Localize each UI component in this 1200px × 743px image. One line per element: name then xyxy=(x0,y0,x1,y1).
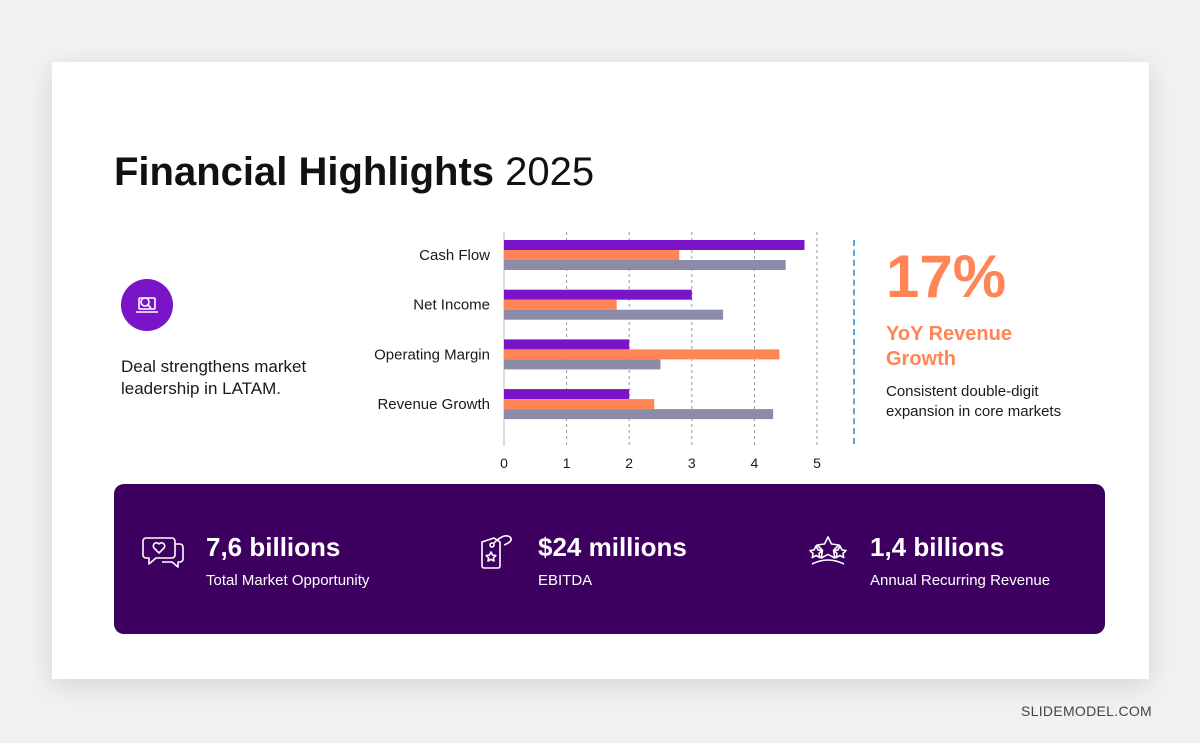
bar xyxy=(504,399,655,410)
metrics-band: 7,6 billions Total Market Opportunity $2… xyxy=(114,484,1105,634)
category-label: Operating Margin xyxy=(374,346,490,363)
bar xyxy=(504,359,661,370)
bar xyxy=(504,240,805,250)
metric-label: Total Market Opportunity xyxy=(206,572,370,589)
metric-arr: 1,4 billions Annual Recurring Revenue xyxy=(778,484,1105,634)
watermark: SLIDEMODEL.COM xyxy=(1021,703,1152,719)
category-label: Cash Flow xyxy=(419,247,490,264)
laptop-search-icon xyxy=(121,279,173,331)
bar xyxy=(504,289,692,300)
bar xyxy=(504,309,724,320)
title-year: 2025 xyxy=(505,150,595,194)
metric-market-opportunity: 7,6 billions Total Market Opportunity xyxy=(114,484,444,634)
x-tick-label: 5 xyxy=(813,455,821,471)
x-tick-label: 3 xyxy=(688,455,696,471)
title-main: Financial Highlights xyxy=(114,150,495,194)
metric-value: 1,4 billions xyxy=(870,532,1005,562)
bar-chart: 0 1 2 3 4 5 Cash Flow Net Income Operating Margi… xyxy=(374,232,821,471)
bar xyxy=(504,260,786,270)
heart-chat-icon xyxy=(142,537,184,568)
kpi-value: 17% xyxy=(886,243,1007,310)
x-tick-label: 4 xyxy=(751,455,759,471)
metric-value: $24 millions xyxy=(538,532,687,562)
slide: Financial Highlights 2025 Deal strengthe… xyxy=(52,62,1149,679)
x-tick-label: 1 xyxy=(563,455,571,471)
stars-icon xyxy=(809,536,847,565)
bar xyxy=(504,339,630,350)
x-tick-label: 2 xyxy=(625,455,633,471)
bar xyxy=(504,299,617,310)
deal-text: Deal strengthens market leadership in LA… xyxy=(121,357,307,398)
category-label: Net Income xyxy=(413,297,490,314)
x-tick-label: 0 xyxy=(500,455,508,471)
divider xyxy=(853,240,855,444)
metric-label: Annual Recurring Revenue xyxy=(870,572,1051,589)
metric-label: EBITDA xyxy=(538,572,593,589)
category-label: Revenue Growth xyxy=(377,396,490,413)
bar xyxy=(504,349,780,360)
metric-ebitda: $24 millions EBITDA xyxy=(446,484,776,634)
bar xyxy=(504,409,774,420)
metric-value: 7,6 billions xyxy=(206,532,341,562)
tag-star-icon xyxy=(481,535,512,569)
kpi-description: Consistent double-digit expansion in cor… xyxy=(886,383,1062,420)
kpi-label: YoY Revenue Growth xyxy=(886,323,1012,370)
bar xyxy=(504,250,680,260)
page-title: Financial Highlights 2025 xyxy=(114,148,594,196)
bar xyxy=(504,389,630,400)
